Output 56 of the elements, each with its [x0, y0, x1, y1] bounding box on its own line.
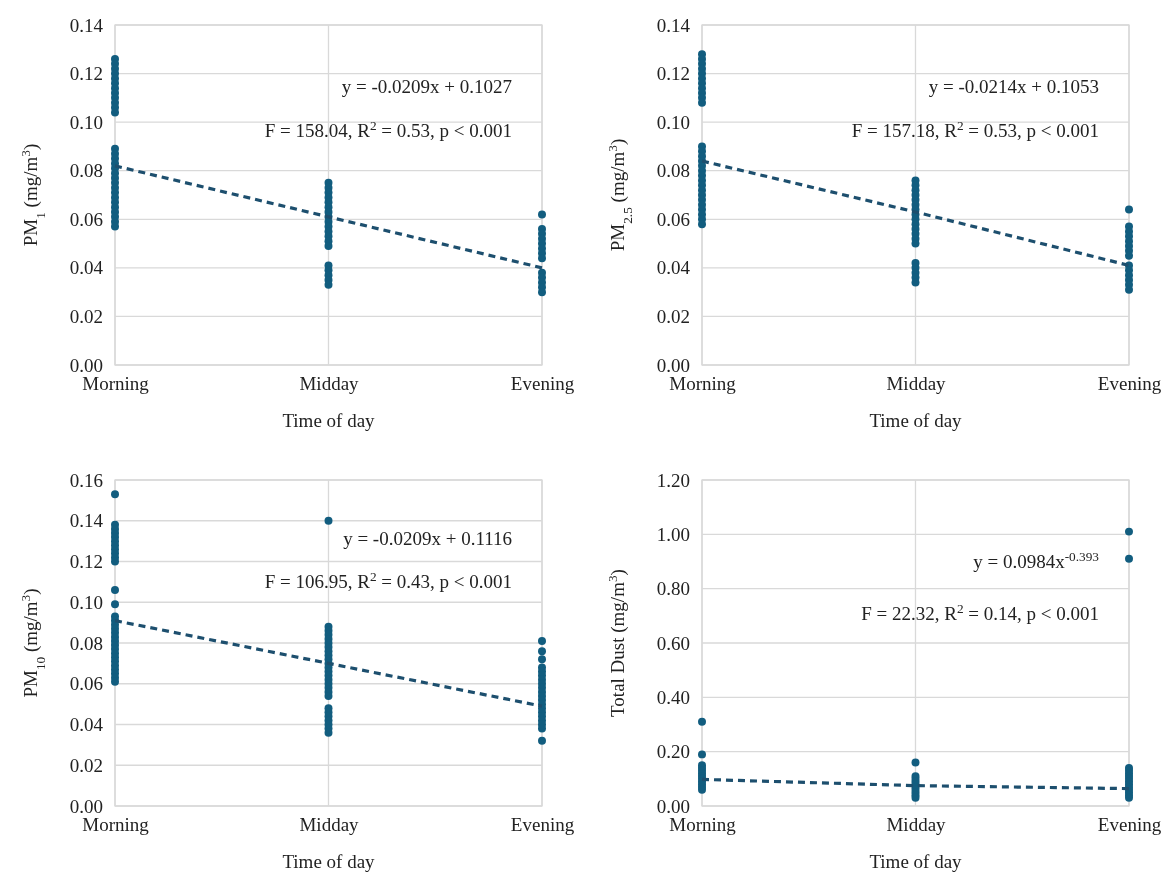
y-tick-label: 0.02 [69, 306, 103, 328]
y-tick-label: 0.08 [656, 160, 690, 182]
y-tick-label: 0.14 [69, 510, 104, 532]
annotation: y = -0.0214x + 0.1053 [928, 76, 1099, 97]
y-tick-label: 1.00 [656, 523, 690, 545]
y-tick-label: 0.00 [656, 795, 690, 817]
annotation: y = -0.0209x + 0.1116 [343, 528, 512, 550]
y-tick-label: 0.12 [656, 63, 690, 85]
y-tick-label: 0.00 [69, 354, 103, 376]
y-tick-label: 0.06 [69, 208, 103, 230]
y-tick-label: 0.12 [69, 63, 103, 85]
x-axis-title: Time of day [282, 410, 376, 431]
annotation: F = 22.32, R$^{2}$ = 0.14, p < 0.001 [861, 600, 1099, 625]
x-tick-label: Evening [1097, 373, 1162, 395]
y-tick-label: 0.02 [656, 306, 690, 328]
x-tick-label: Evening [1097, 814, 1162, 836]
x-tick-label: Evening [510, 814, 575, 836]
x-axis-title: Time of day [282, 851, 376, 872]
x-tick-label: Midday [886, 814, 947, 836]
y-tick-label: 0.04 [656, 257, 691, 279]
x-tick-label: Midday [886, 373, 947, 395]
y-tick-label: 0.00 [656, 354, 690, 376]
y-tick-label: 0.08 [69, 160, 103, 182]
x-tick-label: Morning [669, 814, 737, 836]
y-tick-label: 0.60 [656, 632, 690, 654]
y-tick-label: 0.20 [656, 741, 690, 763]
annotation: F = 157.18, R$^{2}$ = 0.53, p < 0.001 [851, 117, 1099, 142]
y-tick-label: 0.40 [656, 686, 690, 708]
y-tick-label: 0.06 [656, 208, 690, 230]
y-tick-label: 0.10 [69, 111, 103, 133]
annotation: y = 0.0984x$^{-0.393}$ [973, 548, 1100, 573]
y-tick-label: 0.16 [69, 469, 103, 491]
y-tick-label: 0.80 [656, 578, 690, 600]
x-tick-label: Evening [510, 373, 575, 395]
x-tick-label: Midday [299, 814, 360, 836]
y-tick-label: 0.08 [69, 632, 103, 654]
y-tick-label: 0.04 [69, 714, 104, 736]
x-axis-title: Time of day [869, 410, 963, 431]
y-tick-label: 0.12 [69, 551, 103, 573]
annotation: F = 158.04, R$^{2}$ = 0.53, p < 0.001 [264, 117, 512, 142]
x-tick-label: Midday [299, 373, 360, 395]
y-tick-label: 0.14 [69, 14, 104, 36]
x-axis-title: Time of day [869, 851, 963, 872]
y-tick-label: 0.14 [656, 14, 691, 36]
y-tick-label: 0.10 [656, 111, 690, 133]
y-tick-label: 0.10 [69, 591, 103, 613]
y-tick-label: 0.04 [69, 257, 104, 279]
annotation: y = -0.0209x + 0.1027 [341, 76, 512, 97]
x-tick-label: Morning [82, 814, 150, 836]
y-tick-label: 1.20 [656, 469, 690, 491]
y-tick-label: 0.00 [69, 795, 103, 817]
annotation: F = 106.95, R$^{2}$ = 0.43, p < 0.001 [264, 568, 512, 592]
y-tick-label: 0.02 [69, 754, 103, 776]
y-tick-label: 0.06 [69, 673, 103, 695]
x-tick-label: Morning [82, 373, 150, 395]
x-tick-label: Morning [669, 373, 737, 395]
